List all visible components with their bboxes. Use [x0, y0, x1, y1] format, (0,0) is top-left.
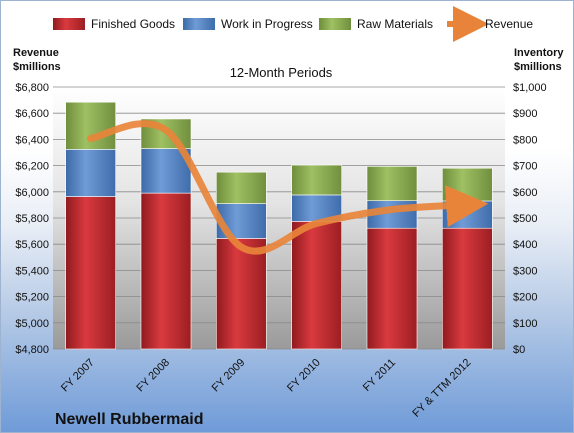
- legend-swatch-work-in-progress: [183, 18, 215, 30]
- right-axis-title-line1: Inventory: [514, 47, 564, 59]
- legend-swatch-raw-materials: [319, 18, 351, 30]
- bar-raw-materials: [366, 166, 418, 202]
- gridlines: [53, 86, 505, 350]
- left-tick-label: $5,400: [15, 265, 49, 277]
- legend-label-revenue: Revenue: [485, 17, 533, 31]
- right-tick-label: $800: [513, 134, 537, 146]
- left-tick-label: $6,200: [15, 161, 49, 173]
- right-axis-ticks: $0 $100 $200 $300 $400 $500 $600 $700 $800 $900 $1…: [513, 82, 547, 356]
- left-axis-title-line1: Revenue: [13, 47, 59, 59]
- bar-raw-materials: [442, 167, 493, 202]
- legend: Finished Goods Work in Progress Raw Mate…: [53, 6, 533, 42]
- left-tick-label: $5,800: [15, 213, 49, 225]
- legend-label-finished-goods: Finished Goods: [91, 17, 175, 31]
- bar-finished-goods: [291, 221, 342, 350]
- right-tick-label: $300: [513, 265, 537, 277]
- bar-finished-goods: [442, 227, 493, 350]
- revenue-series: [87, 120, 489, 255]
- right-axis-title-line2: $millions: [514, 61, 562, 73]
- right-tick-label: $900: [513, 108, 537, 120]
- right-tick-label: $100: [513, 318, 537, 330]
- left-tick-label: $6,600: [15, 108, 49, 120]
- right-tick-label: $400: [513, 239, 537, 251]
- right-tick-label: $200: [513, 292, 537, 304]
- bar-raw-materials: [216, 171, 267, 204]
- x-tick-label: FY 2009: [210, 357, 248, 395]
- chart-subtitle: 12-Month Periods: [230, 65, 333, 80]
- right-tick-label: $700: [513, 161, 537, 173]
- right-tick-label: $500: [513, 213, 537, 225]
- x-tick-label: FY 2008: [134, 357, 172, 395]
- bar-finished-goods: [65, 196, 116, 350]
- company-name: Newell Rubbermaid: [55, 411, 203, 428]
- left-tick-label: $6,000: [15, 187, 49, 199]
- left-tick-label: $5,200: [15, 292, 49, 304]
- left-tick-label: $4,800: [15, 344, 49, 356]
- bar-finished-goods: [216, 238, 267, 350]
- legend-swatch-finished-goods: [53, 18, 85, 30]
- legend-label-work-in-progress: Work in Progress: [221, 17, 313, 31]
- x-tick-label: FY 2007: [59, 357, 97, 395]
- left-tick-label: $5,000: [15, 318, 49, 330]
- left-tick-label: $5,600: [15, 239, 49, 251]
- left-axis-title-line2: $millions: [13, 61, 61, 73]
- bar-raw-materials: [291, 164, 342, 196]
- bar-series: [65, 101, 493, 350]
- right-tick-label: $1,000: [513, 82, 547, 94]
- right-tick-label: $0: [513, 344, 525, 356]
- x-tick-label: FY 2011: [361, 357, 398, 394]
- left-tick-label: $6,400: [15, 134, 49, 146]
- right-tick-label: $600: [513, 187, 537, 199]
- left-tick-label: $6,800: [15, 82, 49, 94]
- bar-raw-materials: [65, 101, 116, 150]
- x-tick-label: FY & TTM 2012: [410, 357, 473, 420]
- bar-finished-goods: [366, 227, 418, 350]
- left-axis-ticks: $4,800 $5,000 $5,200 $5,400 $5,600 $5,800 $6,0…: [15, 82, 49, 356]
- bar-finished-goods: [140, 192, 192, 350]
- x-tick-label: FY 2010: [285, 357, 323, 395]
- bar-work-in-progress: [65, 149, 116, 197]
- legend-label-raw-materials: Raw Materials: [357, 17, 433, 31]
